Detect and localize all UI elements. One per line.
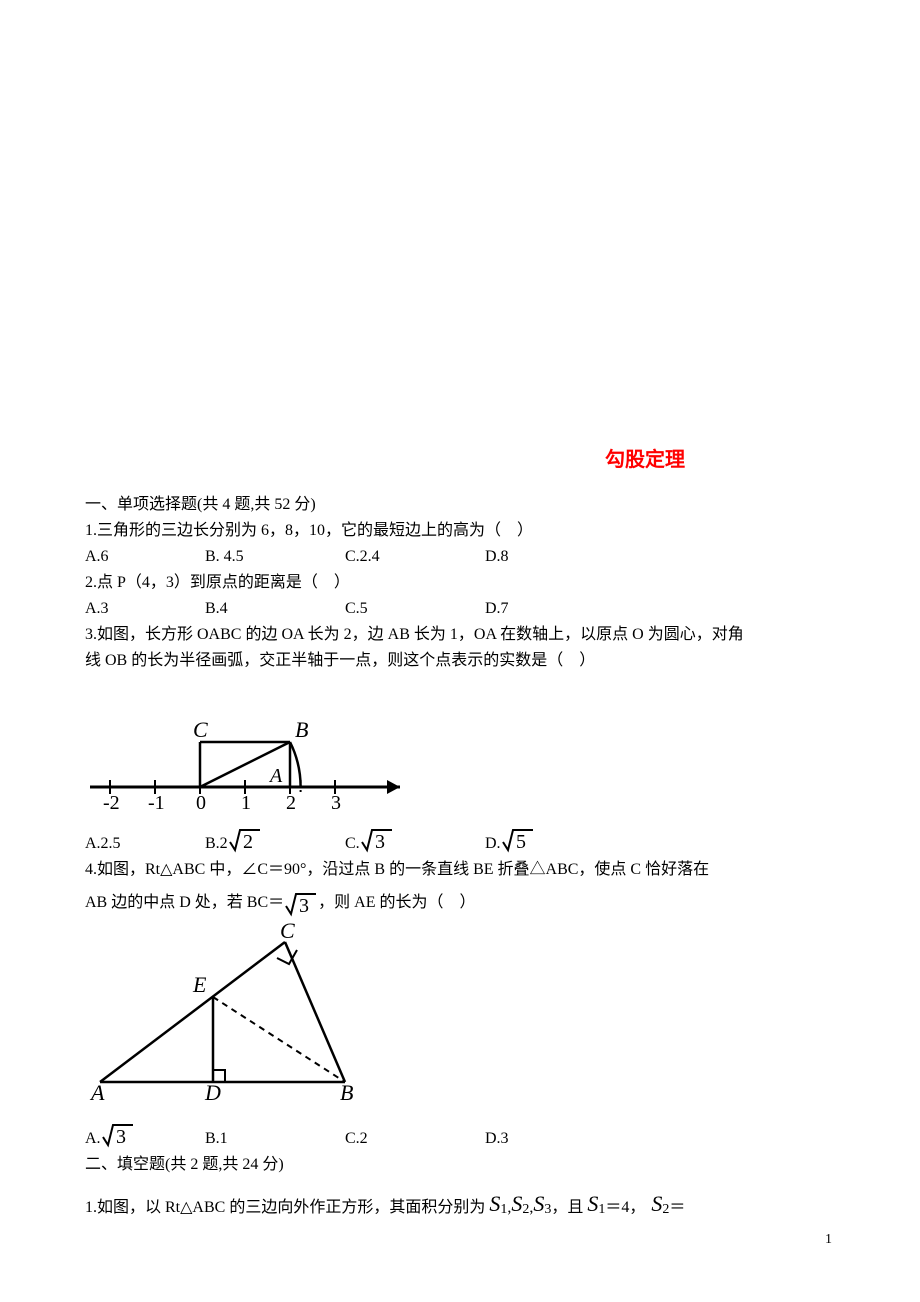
q4-figure: A B C D E bbox=[85, 922, 835, 1115]
q1-opt-a: A.6 bbox=[85, 545, 205, 569]
q4-opt-a: A.3 bbox=[85, 1119, 205, 1151]
svg-text:A: A bbox=[268, 765, 283, 787]
q3-opt-c: C.3 bbox=[345, 824, 485, 856]
q2-text: 2.点 P（4，3）到原点的距离是（ ） bbox=[85, 571, 835, 595]
q3-opt-d: D.5 bbox=[485, 824, 535, 856]
q4-opt-b: B.1 bbox=[205, 1127, 345, 1151]
q3-options: A.2.5 B.22 C.3 D.5 bbox=[85, 824, 835, 856]
svg-text:2: 2 bbox=[243, 831, 253, 853]
svg-text:2: 2 bbox=[286, 792, 296, 812]
svg-text:5: 5 bbox=[516, 831, 526, 853]
q3-opt-b: B.22 bbox=[205, 824, 345, 856]
svg-text:3: 3 bbox=[116, 1126, 126, 1148]
svg-text:D: D bbox=[204, 1080, 221, 1105]
svg-text:3: 3 bbox=[299, 895, 309, 917]
svg-text:1: 1 bbox=[241, 792, 251, 812]
q2-opt-a: A.3 bbox=[85, 597, 205, 621]
svg-text:C: C bbox=[280, 922, 295, 943]
q4-line2: AB 边的中点 D 处，若 BC＝ 3 ，则 AE 的长为（ ） bbox=[85, 888, 835, 918]
q4-line1: 4.如图，Rt△ABC 中，∠C＝90°，沿过点 B 的一条直线 BE 折叠△A… bbox=[85, 858, 835, 882]
q1-options: A.6 B. 4.5 C.2.4 D.8 bbox=[85, 545, 835, 569]
section1-heading: 一、单项选择题(共 4 题,共 52 分) bbox=[85, 493, 835, 517]
svg-text:-2: -2 bbox=[103, 792, 120, 812]
q3-line1: 3.如图，长方形 OABC 的边 OA 长为 2，边 AB 长为 1，OA 在数… bbox=[85, 623, 835, 647]
q3-figure: -2 -1 0 1 2 3 C B A bbox=[85, 677, 835, 820]
q4-options: A.3 B.1 C.2 D.3 bbox=[85, 1119, 835, 1151]
svg-text:-1: -1 bbox=[148, 792, 165, 812]
q2-opt-d: D.7 bbox=[485, 597, 509, 621]
q3-line2: 线 OB 的长为半径画弧，交正半轴于一点，则这个点表示的实数是（ ） bbox=[85, 649, 835, 673]
page-title: 勾股定理 bbox=[455, 445, 835, 475]
svg-text:3: 3 bbox=[375, 831, 385, 853]
q1-opt-d: D.8 bbox=[485, 545, 509, 569]
svg-text:B: B bbox=[340, 1080, 353, 1105]
q1-opt-b: B. 4.5 bbox=[205, 545, 345, 569]
q2-opt-b: B.4 bbox=[205, 597, 345, 621]
q3-opt-a: A.2.5 bbox=[85, 832, 205, 856]
q2-options: A.3 B.4 C.5 D.7 bbox=[85, 597, 835, 621]
q4-opt-c: C.2 bbox=[345, 1127, 485, 1151]
q1-text: 1.三角形的三边长分别为 6，8，10，它的最短边上的高为（ ） bbox=[85, 519, 835, 543]
q1-opt-c: C.2.4 bbox=[345, 545, 485, 569]
svg-text:E: E bbox=[192, 972, 207, 997]
q2-opt-c: C.5 bbox=[345, 597, 485, 621]
svg-text:C: C bbox=[193, 717, 208, 742]
s2-q1: 1.如图，以 Rt△ABC 的三边向外作正方形，其面积分别为 S1, S2, S… bbox=[85, 1187, 835, 1220]
svg-text:A: A bbox=[89, 1080, 105, 1105]
svg-text:0: 0 bbox=[196, 792, 206, 812]
svg-text:B: B bbox=[295, 717, 308, 742]
q4-opt-d: D.3 bbox=[485, 1127, 509, 1151]
section2-heading: 二、填空题(共 2 题,共 24 分) bbox=[85, 1153, 835, 1177]
page-number: 1 bbox=[825, 1229, 832, 1250]
svg-text:3: 3 bbox=[331, 792, 341, 812]
